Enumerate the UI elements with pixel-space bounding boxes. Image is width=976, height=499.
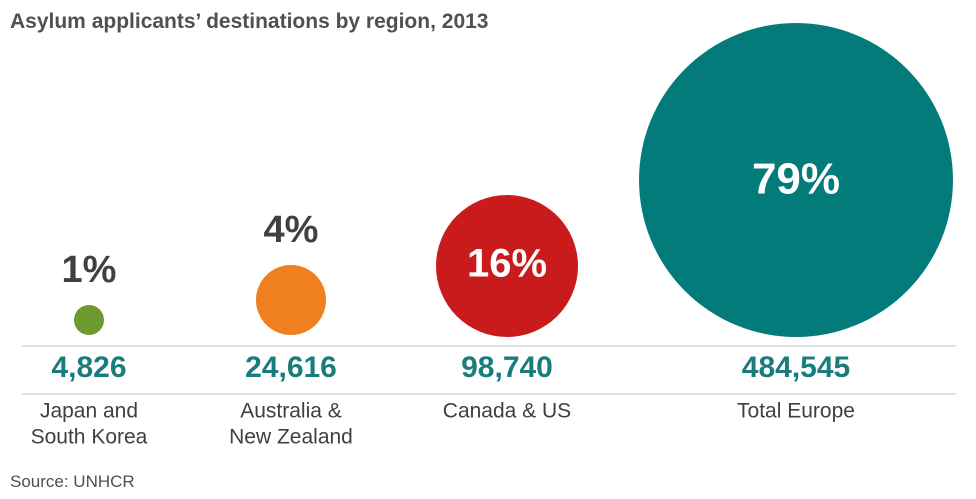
count-label-3: 484,545	[742, 351, 850, 384]
percent-label-0: 1%	[62, 249, 117, 291]
bubble-0	[74, 305, 104, 335]
chart-title: Asylum applicants’ destinations by regio…	[10, 10, 489, 33]
category-label-2-0: Canada & US	[443, 400, 571, 423]
count-label-0: 4,826	[51, 351, 126, 384]
bubble-1	[256, 265, 326, 335]
category-label-1-1: New Zealand	[229, 426, 353, 449]
category-label-3-0: Total Europe	[737, 400, 855, 423]
count-label-1: 24,616	[245, 351, 337, 384]
category-label-0-0: Japan and	[40, 400, 138, 423]
count-label-2: 98,740	[461, 351, 553, 384]
percent-label-1: 4%	[264, 209, 319, 251]
percent-label-2: 16%	[467, 242, 547, 286]
percent-label-3: 79%	[752, 155, 840, 204]
bubble-3	[639, 23, 953, 337]
source-note: Source: UNHCR	[10, 472, 135, 491]
category-label-1-0: Australia &	[240, 400, 342, 423]
category-label-0-1: South Korea	[31, 426, 148, 449]
bubble-2	[436, 195, 578, 337]
